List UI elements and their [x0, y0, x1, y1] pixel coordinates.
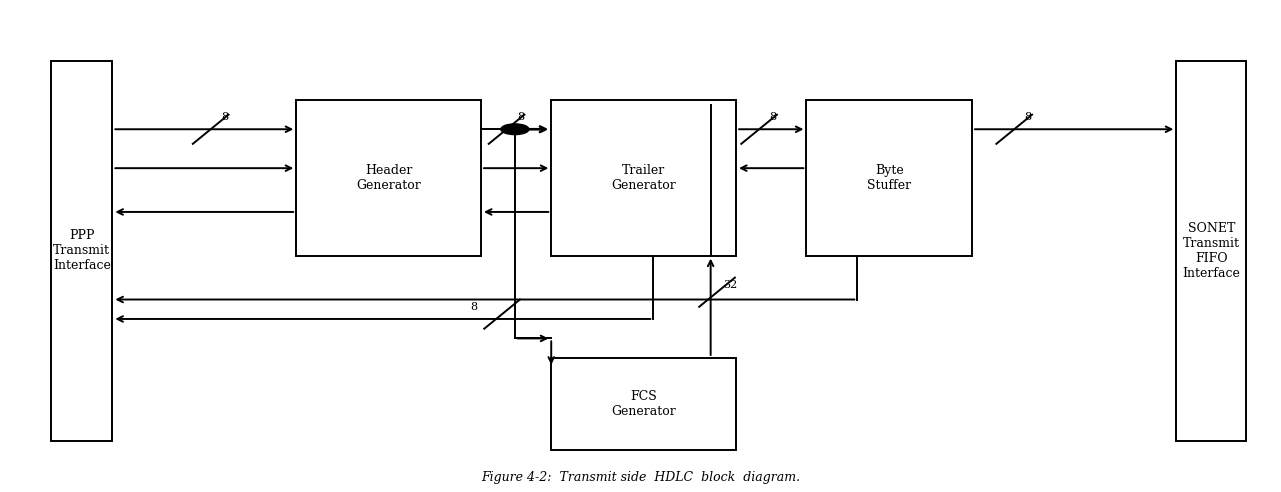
Bar: [806, 100, 972, 256]
Text: 8: 8: [220, 112, 228, 122]
Text: Trailer
Generator: Trailer Generator: [611, 164, 676, 192]
Bar: [551, 358, 737, 450]
Text: Byte
Stuffer: Byte Stuffer: [867, 164, 911, 192]
Text: Header
Generator: Header Generator: [356, 164, 421, 192]
Text: 8: 8: [1025, 112, 1031, 122]
Text: SONET
Transmit
FIFO
Interface: SONET Transmit FIFO Interface: [1182, 222, 1240, 280]
Bar: [551, 100, 737, 256]
Bar: [296, 100, 482, 256]
Text: 32: 32: [724, 280, 738, 290]
Text: FCS
Generator: FCS Generator: [611, 390, 676, 418]
Bar: [1176, 61, 1246, 440]
Bar: [51, 61, 113, 440]
Text: 8: 8: [516, 112, 524, 122]
Text: PPP
Transmit
Interface: PPP Transmit Interface: [53, 229, 110, 273]
Text: Figure 4-2:  Transmit side  HDLC  block  diagram.: Figure 4-2: Transmit side HDLC block dia…: [480, 471, 801, 484]
Circle shape: [501, 124, 529, 135]
Text: 8: 8: [470, 302, 478, 311]
Text: 8: 8: [770, 112, 776, 122]
